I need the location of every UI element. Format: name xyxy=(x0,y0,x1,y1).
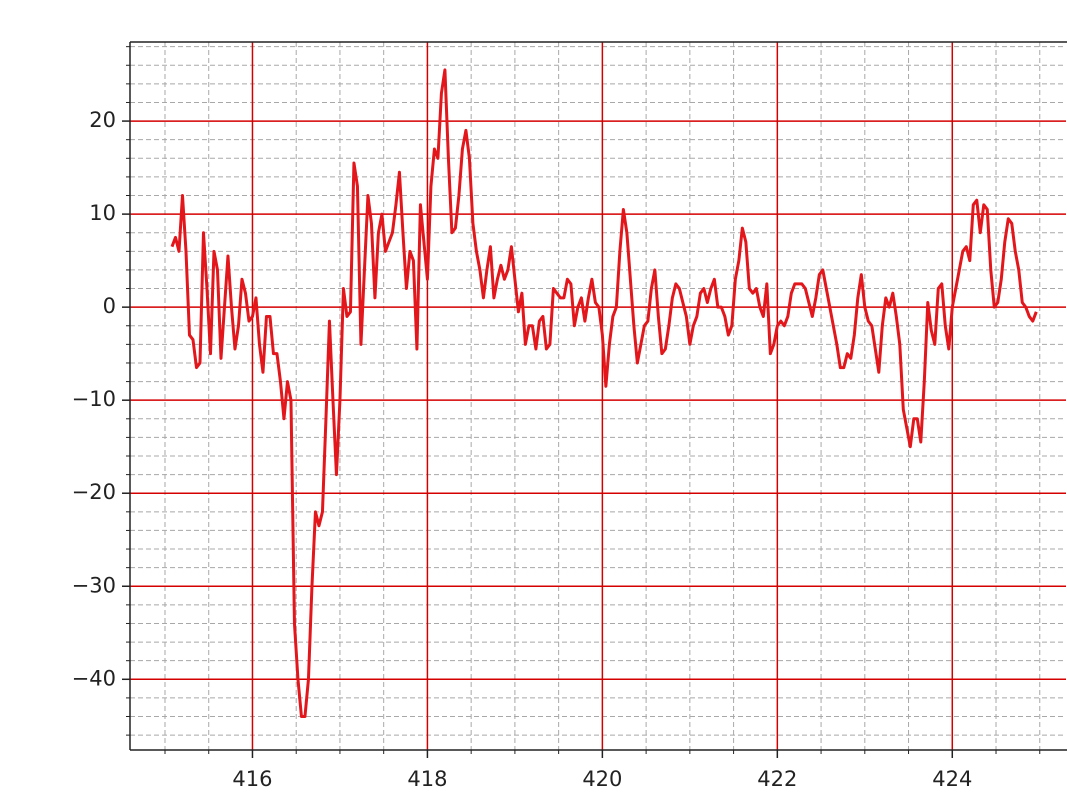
y-tick-label: −40 xyxy=(72,666,116,690)
x-tick-label: 416 xyxy=(232,767,272,791)
x-tick-label: 424 xyxy=(932,767,972,791)
data-line xyxy=(170,68,1038,719)
y-tick-label: 10 xyxy=(89,201,116,225)
x-tick-label: 422 xyxy=(757,767,797,791)
y-tick-label: 0 xyxy=(103,294,116,318)
y-tick-label: 20 xyxy=(89,108,116,132)
y-tick-label: −30 xyxy=(72,573,116,597)
x-tick-label: 418 xyxy=(407,767,447,791)
x-tick-label: 420 xyxy=(582,767,622,791)
y-tick-label: −20 xyxy=(72,480,116,504)
y-tick-label: −10 xyxy=(72,387,116,411)
plot-area xyxy=(130,42,1066,750)
